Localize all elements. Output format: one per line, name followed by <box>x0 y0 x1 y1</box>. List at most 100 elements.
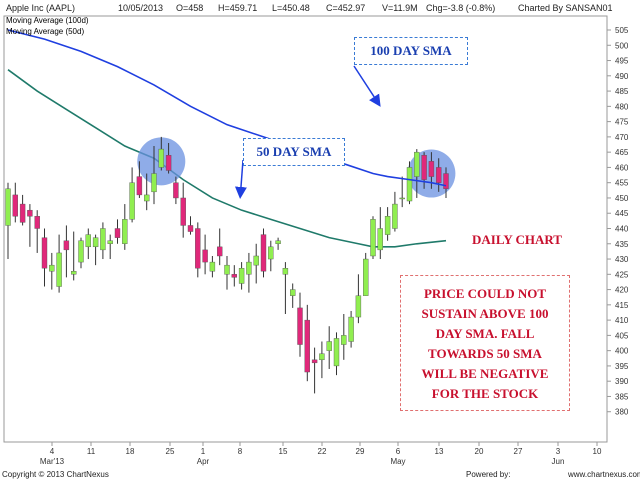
note-line: WILL BE NEGATIVE <box>400 364 570 384</box>
candle-body-down <box>217 247 222 256</box>
candle <box>42 229 47 287</box>
candle <box>385 207 390 241</box>
candle-body-down <box>20 204 25 222</box>
candle <box>327 326 332 369</box>
site-url: www.chartnexus.com <box>568 470 640 479</box>
candle <box>217 229 222 266</box>
candle-body-up <box>130 183 135 220</box>
stock-name: Apple Inc (AAPL) <box>6 3 75 13</box>
candle <box>407 161 412 204</box>
y-tick-label: 445 <box>615 209 629 218</box>
candle-body-up <box>152 174 157 192</box>
x-month-label: May <box>390 457 405 466</box>
candle <box>268 241 273 272</box>
y-tick-label: 385 <box>615 392 629 401</box>
candle-body-up <box>290 290 295 296</box>
candle-body-up <box>407 167 412 201</box>
y-tick-label: 460 <box>615 163 629 172</box>
candle <box>312 348 317 394</box>
legend-sma100: Moving Average (100d) <box>6 16 89 25</box>
candle-body-up <box>108 241 113 244</box>
x-tick-label: 4 <box>50 447 55 456</box>
candle <box>108 235 113 259</box>
candle <box>35 210 40 253</box>
candle <box>378 207 383 259</box>
candle <box>130 167 135 222</box>
candle-body-up <box>49 265 54 271</box>
x-tick-label: 27 <box>514 447 523 456</box>
candle <box>79 238 84 269</box>
candle-body-up <box>268 247 273 259</box>
candle <box>181 183 186 238</box>
x-tick-label: 1 <box>201 447 206 456</box>
note-line: FOR THE STOCK <box>400 384 570 404</box>
x-month-label: Jun <box>552 457 565 466</box>
candle <box>100 222 105 259</box>
open-value: O=458 <box>176 3 203 13</box>
candle-body-down <box>203 250 208 262</box>
quote-date: 10/05/2013 <box>118 3 163 13</box>
candle-body-down <box>188 225 193 231</box>
powered-by: Powered by: <box>466 470 510 479</box>
candle <box>64 225 69 277</box>
candle <box>254 244 259 284</box>
y-tick-label: 390 <box>615 377 629 386</box>
y-tick-label: 435 <box>615 240 629 249</box>
candle-body-up <box>144 195 149 201</box>
candle <box>349 311 354 348</box>
arrows <box>240 66 379 196</box>
y-tick-label: 395 <box>615 362 629 371</box>
y-tick-label: 450 <box>615 194 629 203</box>
sma100-callout: 100 DAY SMA <box>354 37 468 65</box>
candle <box>239 262 244 289</box>
candle-body-up <box>57 253 62 287</box>
y-tick-label: 430 <box>615 255 629 264</box>
candle-body-down <box>35 216 40 228</box>
candle <box>334 332 339 375</box>
note-line: SUSTAIN ABOVE 100 <box>400 304 570 324</box>
candle <box>261 229 266 278</box>
x-tick-label: 13 <box>435 447 444 456</box>
sma50-callout: 50 DAY SMA <box>243 138 345 166</box>
candle-body-up <box>79 241 84 262</box>
candle-body-down <box>137 177 142 195</box>
x-tick-label: 18 <box>126 447 135 456</box>
candle <box>93 235 98 266</box>
candle-body-down <box>115 229 120 238</box>
candle-body-up <box>414 152 419 176</box>
y-tick-label: 415 <box>615 301 629 310</box>
x-tick-label: 11 <box>87 447 96 456</box>
candle <box>276 238 281 250</box>
x-tick-label: 22 <box>318 447 327 456</box>
x-tick-label: 20 <box>475 447 484 456</box>
candle <box>356 274 361 323</box>
y-tick-label: 420 <box>615 286 629 295</box>
candle-body-down <box>64 241 69 250</box>
candle <box>203 235 208 275</box>
charted-by: Charted By SANSAN01 <box>518 3 613 13</box>
candle-body-up <box>210 262 215 271</box>
daily-chart-label: DAILY CHART <box>452 230 582 250</box>
candle-body-up <box>392 204 397 228</box>
candle <box>71 232 76 281</box>
candle-body-up <box>327 341 332 350</box>
y-tick-label: 490 <box>615 72 629 81</box>
candle-body-down <box>27 210 32 216</box>
x-tick-label: 25 <box>166 447 175 456</box>
candle <box>232 265 237 286</box>
candle-body-down <box>181 198 186 225</box>
candle-body-up <box>371 219 376 256</box>
y-tick-label: 455 <box>615 179 629 188</box>
copyright: Copyright © 2013 ChartNexus <box>2 470 109 479</box>
y-tick-label: 500 <box>615 41 629 50</box>
y-tick-label: 485 <box>615 87 629 96</box>
candle-body-up <box>159 149 164 167</box>
candle-body-down <box>42 238 47 269</box>
change-value: Chg=-3.8 (-0.8%) <box>426 3 495 13</box>
candle-body-up <box>6 189 11 226</box>
candle-body-down <box>312 360 317 363</box>
legend-sma50: Moving Average (50d) <box>6 27 84 36</box>
candle <box>392 192 397 232</box>
volume-value: V=11.9M <box>382 3 418 13</box>
candle <box>115 219 120 243</box>
